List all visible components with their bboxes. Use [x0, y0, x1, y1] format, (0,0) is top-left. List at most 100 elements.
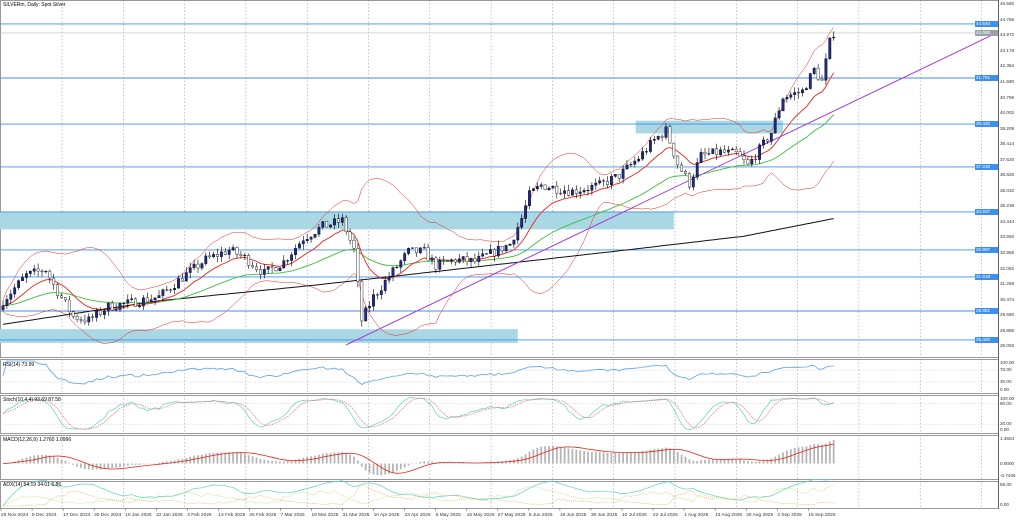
- level-price-tag: 32.997: [975, 247, 998, 253]
- macd-histogram-bar: [696, 460, 699, 464]
- candle: [594, 182, 598, 186]
- date-tick-label: 31 Mar 2025: [342, 513, 370, 518]
- candle: [797, 92, 801, 94]
- macd-histogram-bar: [415, 463, 418, 464]
- macd-histogram-bar: [103, 463, 106, 470]
- candle: [204, 255, 208, 264]
- macd-histogram-bar: [267, 460, 270, 464]
- candle: [177, 278, 180, 289]
- macd-histogram-bar: [645, 450, 648, 464]
- candle: [446, 260, 449, 262]
- candle: [270, 266, 274, 268]
- macd-histogram-bar: [700, 460, 702, 464]
- candle: [411, 247, 414, 249]
- candle: [769, 132, 773, 142]
- candle: [727, 149, 730, 153]
- price-tick-label: 28.886: [1000, 327, 1015, 333]
- candle: [465, 256, 469, 262]
- price-tick-label: 43.972: [1000, 32, 1015, 38]
- price-tick-label: 37.620: [1000, 156, 1015, 162]
- level-price-tag: 31.618: [975, 274, 998, 280]
- macd-histogram-bar: [310, 456, 312, 464]
- candle: [91, 316, 95, 318]
- candle: [477, 255, 481, 262]
- macd-histogram-bar: [41, 454, 43, 464]
- candle: [703, 152, 707, 155]
- price-tick-label: 29.680: [1000, 312, 1015, 318]
- macd-histogram-bar: [45, 454, 47, 464]
- macd-histogram-bar: [630, 452, 632, 464]
- macd-histogram-bar: [224, 452, 227, 464]
- adx-label: ADX(14) 54.19 34.01 6.86: [3, 482, 62, 488]
- candle: [512, 239, 516, 245]
- macd-histogram-bar: [290, 460, 293, 464]
- candle: [454, 259, 457, 263]
- candle: [606, 181, 609, 185]
- candle: [524, 205, 528, 219]
- date-tick-label: 4 Sep 2025: [777, 513, 802, 518]
- macd-histogram-bar: [649, 449, 652, 464]
- candle: [602, 180, 606, 182]
- macd-histogram-bar: [458, 463, 461, 464]
- macd-histogram-bar: [76, 463, 78, 467]
- candle: [824, 58, 828, 81]
- price-tick-label: 45.560: [1000, 1, 1015, 7]
- macd-histogram-bar: [212, 452, 215, 464]
- candle: [403, 253, 407, 261]
- macd-histogram-bar: [739, 459, 741, 464]
- candle: [17, 280, 20, 288]
- candle: [547, 187, 551, 190]
- price-tick-label: 33.650: [1000, 234, 1015, 240]
- candle: [368, 306, 371, 309]
- macd-histogram-bar: [72, 463, 75, 465]
- candle: [493, 249, 496, 257]
- candle: [422, 247, 426, 249]
- macd-histogram-bar: [680, 454, 683, 464]
- macd-histogram-bar: [329, 453, 332, 464]
- macd-histogram-bar: [641, 451, 644, 464]
- candle: [48, 270, 52, 279]
- macd-histogram-bar: [247, 455, 250, 464]
- level-price-tag: 44.540: [975, 21, 998, 27]
- candle: [63, 297, 67, 301]
- candle: [637, 158, 641, 162]
- macd-histogram-bar: [271, 460, 273, 464]
- date-tick-label: 22 Jul 2025: [653, 513, 678, 518]
- candle: [340, 217, 344, 223]
- macd-histogram-bar: [711, 459, 714, 464]
- macd-histogram-bar: [559, 447, 562, 464]
- candle: [699, 152, 703, 163]
- macd-histogram-bar: [766, 459, 769, 464]
- indicator-scale-label: 20.00: [1000, 421, 1012, 427]
- candle: [625, 164, 629, 170]
- support-resistance-zone: [635, 120, 783, 134]
- candle: [75, 316, 79, 320]
- macd-histogram-bar: [665, 447, 667, 464]
- candle: [376, 294, 379, 296]
- candle: [430, 257, 434, 261]
- candle: [298, 243, 301, 249]
- macd-histogram-bar: [727, 458, 730, 464]
- price-tick-label: 38.414: [1000, 141, 1015, 147]
- medium-moving-average: [2, 114, 835, 307]
- candle: [434, 257, 438, 270]
- candle: [785, 97, 789, 100]
- macd-histogram-bar: [563, 447, 566, 464]
- macd-histogram-bar: [431, 461, 433, 464]
- candle: [500, 246, 504, 252]
- candle: [812, 67, 816, 74]
- indicator-scale-label: 80.00: [1000, 401, 1012, 407]
- macd-histogram-bar: [797, 447, 800, 464]
- candle: [652, 139, 656, 141]
- macd-histogram-bar: [821, 444, 823, 464]
- macd-histogram-bar: [462, 462, 465, 464]
- candle: [313, 234, 317, 238]
- date-tick-label: 22 Jan 2025: [156, 513, 183, 518]
- candle: [680, 164, 684, 172]
- macd-histogram-bar: [177, 459, 180, 464]
- macd-histogram-bar: [399, 463, 402, 470]
- candle: [801, 89, 804, 94]
- indicator-scale-label: 100.00: [1000, 359, 1015, 365]
- date-tick-label: 13 Aug 2025: [715, 513, 743, 518]
